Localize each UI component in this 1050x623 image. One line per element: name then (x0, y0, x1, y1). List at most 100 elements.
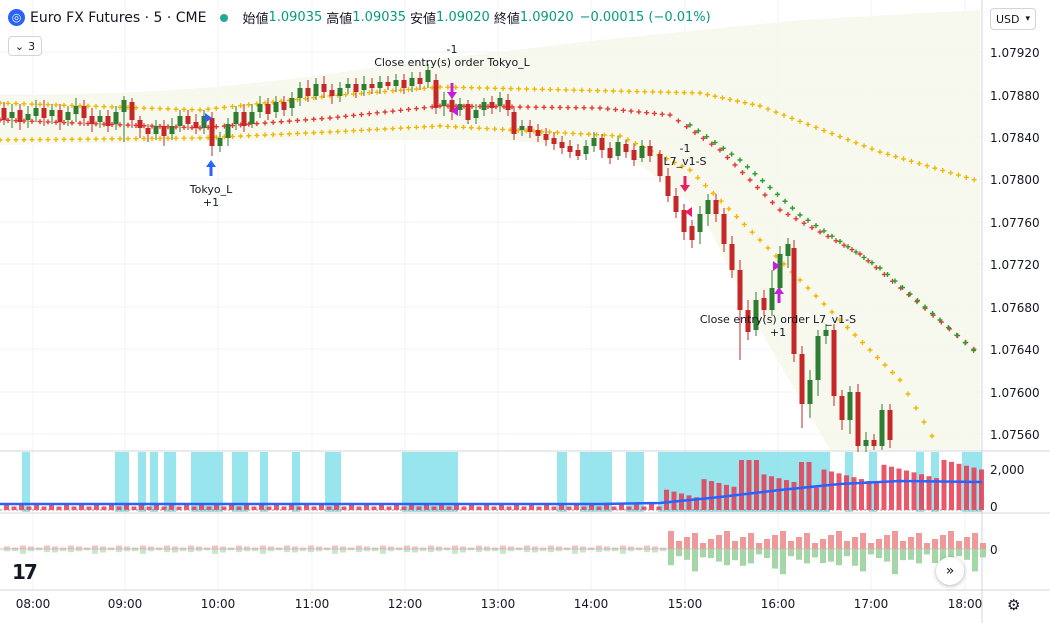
osc-bar-positive (956, 541, 962, 549)
lower-band-mark (197, 135, 203, 141)
time-axis-label: 18:00 (947, 597, 983, 611)
osc-bar-negative (748, 549, 754, 564)
volume-bar (701, 479, 707, 510)
green-band-mark (752, 171, 758, 177)
volume-bar (619, 504, 624, 510)
middle-band-mark (254, 121, 260, 127)
upper-band-mark (916, 161, 922, 167)
volume-bar (499, 504, 504, 510)
settings-gear-icon[interactable]: ⚙ (1007, 596, 1021, 614)
lower-band-mark (679, 163, 685, 169)
close-label: 終値 (493, 12, 520, 27)
osc-bar-negative (492, 549, 498, 552)
osc-bar-negative (372, 549, 378, 552)
osc-bar-positive (716, 535, 722, 549)
osc-bar-positive (492, 547, 498, 549)
osc-bar-positive (596, 545, 602, 549)
candle-body (257, 104, 263, 112)
middle-band-mark (37, 119, 43, 125)
osc-bar-positive (52, 546, 58, 549)
candle-body (25, 114, 31, 120)
lower-band-mark (0, 137, 3, 143)
currency-selector[interactable]: USD ▾ (990, 8, 1036, 30)
lower-band-mark (398, 125, 404, 131)
middle-band-mark (644, 110, 650, 116)
upper-band-mark (650, 89, 656, 95)
volume-bar (859, 479, 864, 510)
middle-band-mark (230, 123, 235, 128)
green-band-mark (712, 140, 718, 145)
volume-bar (79, 504, 84, 510)
exit-arrow-icon (774, 287, 784, 303)
green-band-mark (821, 228, 827, 234)
lower-band-mark (45, 137, 51, 143)
volume-highlight (580, 452, 612, 512)
upper-band-mark (398, 87, 404, 93)
osc-bar-negative (724, 549, 730, 566)
osc-bar-negative (220, 549, 226, 553)
upper-band-mark (813, 124, 819, 130)
volume-bar (236, 506, 242, 510)
candle-body (753, 300, 759, 330)
sell-arrow-icon (680, 176, 690, 192)
price-axis-label: 1.07880 (990, 89, 1040, 103)
upper-band-mark (532, 86, 538, 92)
volume-bar (964, 465, 969, 510)
upper-band-mark (853, 140, 859, 146)
upper-band-mark (262, 100, 268, 106)
low-value: 1.09020 (436, 10, 490, 25)
upper-band-mark (374, 89, 380, 95)
indicator-collapse-button[interactable]: ⌄ 3 (8, 36, 42, 56)
volume-bar (611, 506, 617, 510)
osc-bar-positive (604, 546, 610, 549)
volume-bar (559, 504, 564, 510)
green-band-mark (885, 272, 890, 277)
osc-bar-negative (884, 549, 890, 562)
symbol-title[interactable]: Euro FX Futures · 5 · CME (30, 9, 207, 26)
osc-bar-positive (580, 546, 586, 549)
fill-marker-icon (451, 106, 458, 116)
lower-band-mark (829, 309, 835, 315)
upper-band-mark (547, 87, 553, 93)
volume-bar (634, 504, 639, 510)
middle-band-mark (398, 107, 404, 113)
scroll-to-realtime-button[interactable]: » (936, 557, 964, 585)
osc-bar-positive (876, 539, 882, 549)
osc-bar-negative (652, 549, 658, 553)
middle-band-mark (557, 105, 563, 110)
upper-band-mark (877, 149, 883, 155)
volume-bar (491, 506, 497, 510)
volume-highlight (292, 452, 300, 512)
osc-bar-positive (100, 546, 106, 549)
price-axis-label: 1.07600 (990, 386, 1040, 400)
volume-bar (161, 506, 167, 510)
volume-bar (11, 506, 17, 510)
osc-bar-positive (124, 546, 130, 549)
osc-bar-negative (572, 549, 578, 554)
middle-band-mark (125, 122, 131, 128)
candle-body (769, 288, 775, 310)
volume-bar (41, 506, 47, 510)
osc-bar-positive (132, 547, 138, 549)
candle-body (433, 80, 439, 108)
osc-bar-positive (980, 543, 986, 549)
osc-bar-positive (676, 541, 682, 549)
time-axis-label: 12:00 (387, 597, 423, 611)
lower-band-mark (852, 332, 858, 338)
lower-band-mark (21, 137, 27, 143)
osc-bar-negative (964, 549, 970, 560)
middle-band-mark (817, 229, 823, 235)
volume-bar (836, 473, 842, 510)
middle-band-mark (421, 105, 427, 111)
upper-band-mark (885, 151, 891, 157)
price-axis-label: 1.07720 (990, 258, 1040, 272)
tradingview-logo-icon[interactable]: 17 (12, 560, 38, 584)
candle-body (185, 116, 191, 124)
osc-bar-positive (532, 546, 538, 549)
volume-bar (251, 506, 257, 510)
volume-bar (56, 506, 62, 510)
upper-band-mark (197, 107, 203, 113)
lower-band-mark (734, 214, 740, 220)
